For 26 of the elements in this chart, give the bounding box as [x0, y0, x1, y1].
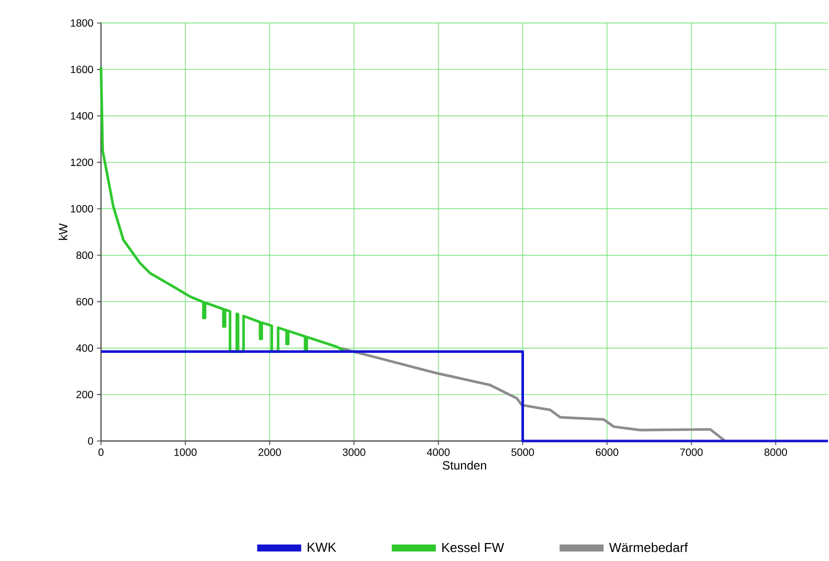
y-tick-label: 600 — [76, 298, 94, 306]
y-tick-label: 0 — [88, 437, 94, 445]
x-tick-label: 0 — [98, 448, 104, 456]
x-tick-label: 7000 — [680, 448, 703, 456]
line-series — [100, 66, 347, 353]
y-axis-title: kW — [58, 223, 68, 240]
x-tick-label: 5000 — [511, 448, 534, 456]
y-tick-label: 1000 — [70, 205, 94, 212]
line-series — [338, 346, 726, 442]
x-tick-label: 1000 — [174, 448, 197, 456]
x-tick-label: 2000 — [258, 448, 281, 456]
y-tick-label: 400 — [76, 344, 94, 352]
x-tick-label: 6000 — [596, 448, 618, 456]
x-tick-label: 8000 — [764, 448, 787, 456]
y-tick-label: 1400 — [70, 112, 94, 120]
x-tick-label: 4000 — [426, 448, 450, 456]
x-tick-label: 3000 — [342, 448, 366, 456]
x-axis-title: Stunden — [442, 460, 486, 470]
y-tick-label: 200 — [76, 390, 94, 398]
legend-label: KWK — [308, 542, 336, 552]
y-tick-label: 800 — [76, 252, 94, 259]
legend-label: Wärmebedarf — [609, 542, 688, 552]
y-tick-label: 1200 — [70, 158, 94, 166]
y-tick-label: 1800 — [70, 19, 94, 27]
y-tick-label: 1600 — [70, 66, 94, 74]
legend-label: Kessel FW — [442, 542, 504, 552]
